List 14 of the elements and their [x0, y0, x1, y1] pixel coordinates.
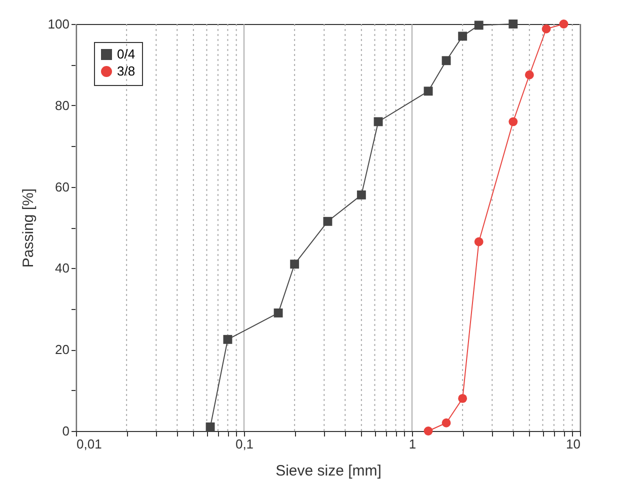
- y-tick-label: 80: [55, 98, 70, 113]
- x-tick-label: 10: [566, 436, 580, 452]
- y-tick-label: 40: [55, 260, 70, 276]
- y-tick-label: 60: [55, 179, 70, 194]
- x-tick-label: 0,1: [235, 436, 254, 452]
- legend-label: 0/4: [117, 46, 136, 62]
- y-tick-label: 100: [48, 16, 70, 32]
- y-tick-label: 20: [55, 342, 70, 358]
- legend-label: 3/8: [117, 64, 136, 78]
- y-axis-title: Passing [%]: [20, 188, 37, 268]
- x-axis-title: Sieve size [mm]: [276, 462, 382, 480]
- x-tick-label: 0,01: [76, 436, 102, 452]
- x-tick-label: 1: [408, 436, 416, 452]
- y-tick-label: 0: [62, 424, 70, 438]
